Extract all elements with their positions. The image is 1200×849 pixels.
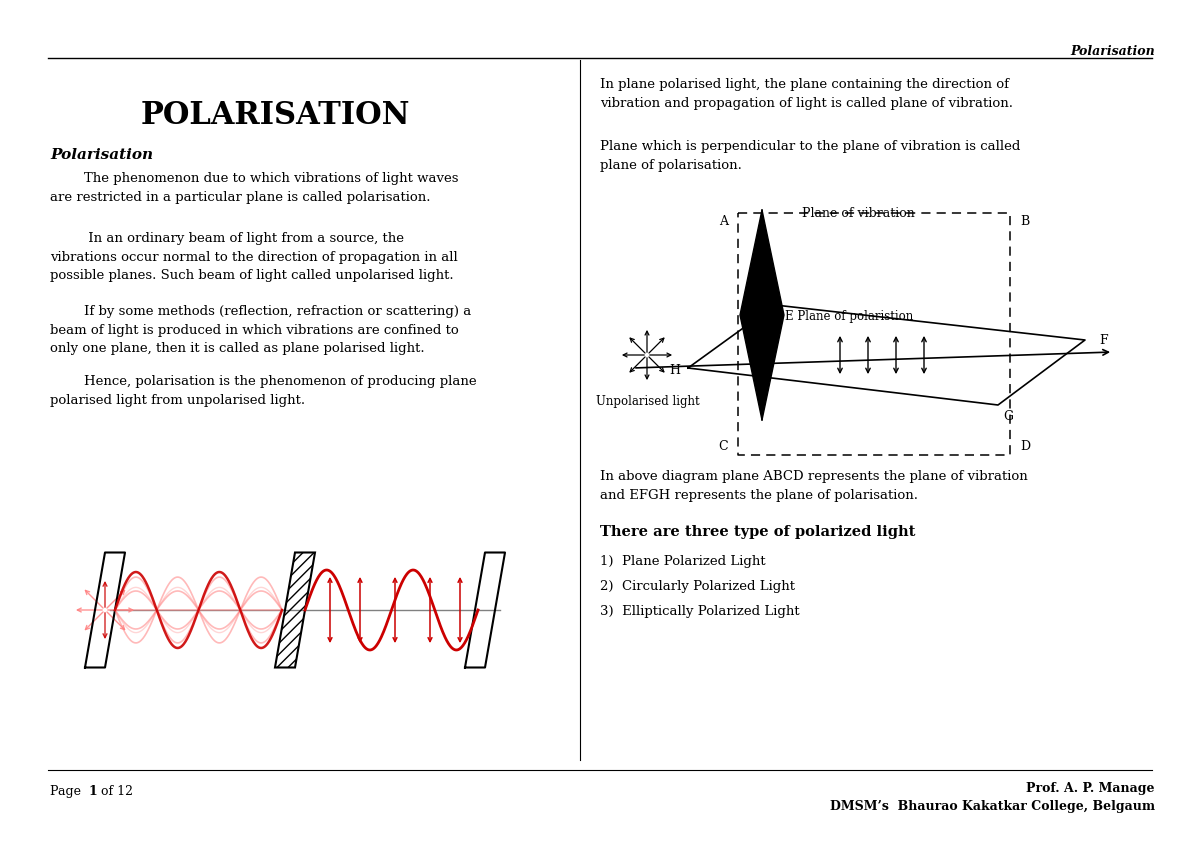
Text: There are three type of polarized light: There are three type of polarized light [600, 525, 916, 539]
Text: Plane which is perpendicular to the plane of vibration is called
plane of polari: Plane which is perpendicular to the plan… [600, 140, 1020, 171]
Text: DMSM’s  Bhaurao Kakatkar College, Belgaum: DMSM’s Bhaurao Kakatkar College, Belgaum [830, 800, 1154, 813]
Text: Plane of vibration: Plane of vibration [802, 207, 914, 220]
Text: A: A [719, 215, 728, 228]
Text: F: F [1099, 334, 1108, 346]
Text: Prof. A. P. Manage: Prof. A. P. Manage [1026, 782, 1154, 795]
Text: H: H [670, 363, 680, 376]
Text: 1)  Plane Polarized Light: 1) Plane Polarized Light [600, 555, 766, 568]
Text: Unpolarised light: Unpolarised light [596, 395, 700, 408]
Text: Polarisation: Polarisation [50, 148, 154, 162]
Text: 3)  Elliptically Polarized Light: 3) Elliptically Polarized Light [600, 605, 799, 618]
Text: 2)  Circularly Polarized Light: 2) Circularly Polarized Light [600, 580, 796, 593]
Text: 1: 1 [88, 785, 97, 798]
Text: In an ordinary beam of light from a source, the
vibrations occur normal to the d: In an ordinary beam of light from a sour… [50, 232, 457, 282]
Text: In plane polarised light, the plane containing the direction of
vibration and pr: In plane polarised light, the plane cont… [600, 78, 1013, 110]
Text: D: D [1020, 440, 1030, 453]
Text: The phenomenon due to which vibrations of light waves
are restricted in a partic: The phenomenon due to which vibrations o… [50, 172, 458, 204]
Text: POLARISATION: POLARISATION [140, 100, 409, 131]
Text: E: E [768, 303, 778, 316]
Text: Page: Page [50, 785, 85, 798]
Text: Polarisation: Polarisation [1070, 45, 1154, 58]
Text: B: B [1020, 215, 1030, 228]
Text: Hence, polarisation is the phenomenon of producing plane
polarised light from un: Hence, polarisation is the phenomenon of… [50, 375, 476, 407]
Text: In above diagram plane ABCD represents the plane of vibration
and EFGH represent: In above diagram plane ABCD represents t… [600, 470, 1027, 502]
Text: G: G [1003, 410, 1013, 423]
Text: If by some methods (reflection, refraction or scattering) a
beam of light is pro: If by some methods (reflection, refracti… [50, 305, 472, 355]
Text: E Plane of polaristion: E Plane of polaristion [785, 310, 913, 323]
Text: of 12: of 12 [97, 785, 133, 798]
Text: C: C [719, 440, 728, 453]
Polygon shape [740, 210, 784, 420]
